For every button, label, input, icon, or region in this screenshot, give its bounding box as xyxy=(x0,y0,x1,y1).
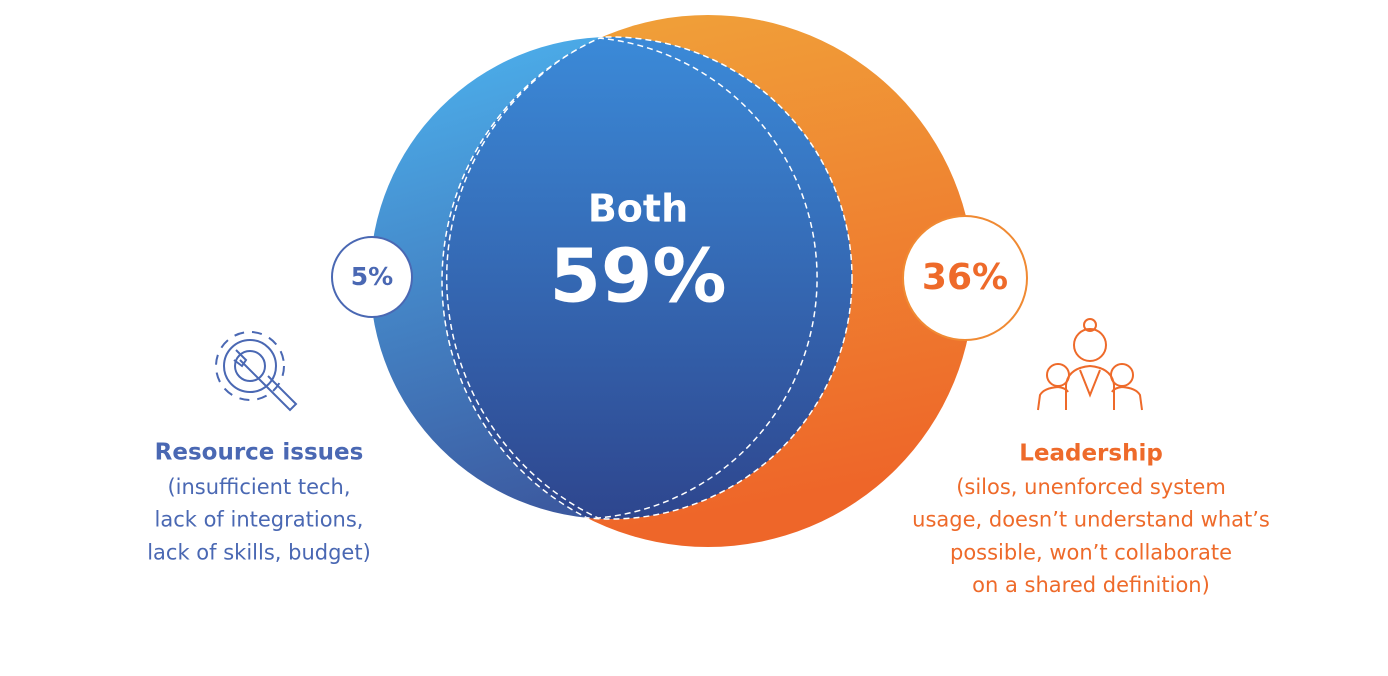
leadership-badge xyxy=(902,215,1028,341)
description-line: lack of skills, budget) xyxy=(147,540,371,564)
description-line: possible, won’t collaborate xyxy=(950,540,1232,564)
description-line: usage, doesn’t understand what’s xyxy=(912,508,1270,532)
overlap-outline xyxy=(441,37,852,519)
leadership-title: Leadership xyxy=(1019,441,1163,467)
leadership-value: 36% xyxy=(922,257,1008,298)
description-line: lack of integrations, xyxy=(155,508,364,532)
overlap xyxy=(442,37,852,519)
both-value: 59% xyxy=(549,234,726,320)
resource-title: Resource issues xyxy=(155,440,364,466)
leadership-icon xyxy=(1037,318,1143,411)
description-line: on a shared definition) xyxy=(972,573,1210,597)
description-line: (silos, unenforced system xyxy=(956,475,1226,499)
resource-badge xyxy=(331,236,413,318)
leadership-lines: (silos, unenforced system usage, doesn’t … xyxy=(912,475,1270,597)
resource-icon xyxy=(215,331,298,412)
resource-lines: (insufficient tech, lack of integrations,… xyxy=(147,475,371,564)
resource-value: 5% xyxy=(351,262,393,291)
both-label: Both xyxy=(588,187,688,231)
overlap-outline xyxy=(446,37,818,519)
overlap-outline xyxy=(442,36,853,520)
description-line: (insufficient tech, xyxy=(167,475,350,499)
